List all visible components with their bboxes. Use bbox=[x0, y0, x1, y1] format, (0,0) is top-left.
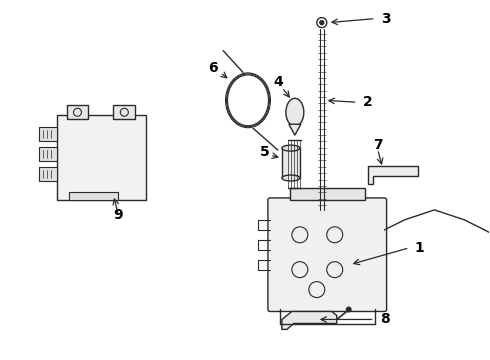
Ellipse shape bbox=[286, 98, 304, 126]
Text: 7: 7 bbox=[373, 138, 382, 152]
Circle shape bbox=[346, 306, 352, 312]
Ellipse shape bbox=[282, 175, 300, 181]
Bar bbox=[39, 167, 56, 181]
Text: 5: 5 bbox=[260, 145, 270, 159]
Text: 6: 6 bbox=[208, 62, 218, 76]
Text: 3: 3 bbox=[381, 12, 391, 26]
Circle shape bbox=[320, 21, 324, 24]
Bar bbox=[67, 105, 89, 119]
Bar bbox=[282, 148, 300, 178]
Text: 1: 1 bbox=[415, 241, 424, 255]
Bar bbox=[290, 188, 365, 200]
Bar bbox=[39, 127, 56, 141]
Bar bbox=[69, 192, 119, 200]
Polygon shape bbox=[282, 311, 337, 329]
Text: 9: 9 bbox=[114, 208, 123, 222]
Text: 2: 2 bbox=[363, 95, 372, 109]
Bar bbox=[39, 147, 56, 161]
Polygon shape bbox=[289, 124, 301, 135]
Text: 8: 8 bbox=[380, 312, 390, 327]
Polygon shape bbox=[368, 166, 417, 184]
Bar bbox=[56, 115, 147, 200]
FancyBboxPatch shape bbox=[268, 198, 387, 311]
Text: 4: 4 bbox=[273, 75, 283, 89]
Ellipse shape bbox=[282, 145, 300, 151]
Bar bbox=[113, 105, 135, 119]
